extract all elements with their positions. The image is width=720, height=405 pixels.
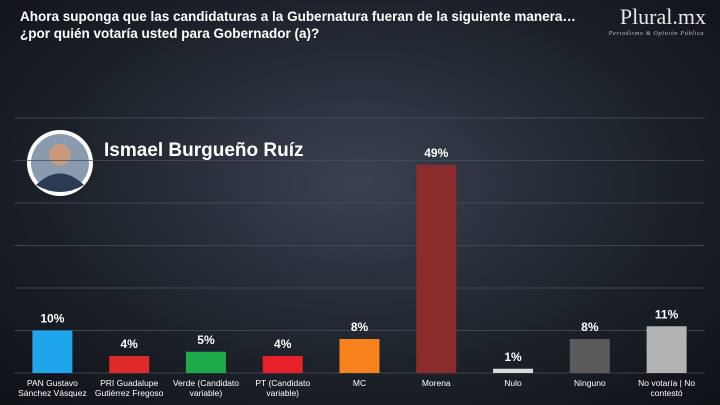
bar bbox=[493, 368, 534, 373]
bar bbox=[32, 330, 73, 373]
x-tick-label: PRI Guadalupe Gutiérrez Fregoso bbox=[94, 378, 164, 398]
value-label: 10% bbox=[40, 312, 64, 326]
value-label: 8% bbox=[581, 320, 599, 334]
bar bbox=[569, 339, 610, 373]
bar bbox=[185, 351, 226, 373]
candidate-name: Ismael Burgueño Ruíz bbox=[104, 140, 304, 161]
logo-subtitle: Periodismo & Opinión Pública bbox=[608, 30, 704, 37]
x-tick-label: Ninguno bbox=[573, 378, 606, 388]
x-tick-label: Verde (Candidato variable) bbox=[172, 378, 240, 398]
x-tick-label: Nulo bbox=[504, 378, 522, 388]
bar bbox=[339, 339, 380, 373]
value-label: 4% bbox=[274, 337, 292, 351]
bar bbox=[416, 164, 457, 373]
title: Ahora suponga que las candidaturas a la … bbox=[20, 9, 576, 41]
photo-body bbox=[36, 173, 84, 192]
value-label: 49% bbox=[424, 146, 448, 160]
photo-face bbox=[49, 144, 71, 166]
x-tick-label: Morena bbox=[421, 378, 451, 388]
bar bbox=[646, 326, 687, 373]
value-label: 8% bbox=[351, 320, 369, 334]
value-label: 4% bbox=[120, 337, 138, 351]
logo: Plural.mx bbox=[619, 4, 706, 29]
x-tick-label: PAN Gustavo Sánchez Vásquez bbox=[18, 378, 87, 398]
x-tick-label: MC bbox=[352, 378, 367, 388]
bar bbox=[109, 356, 150, 373]
bar bbox=[262, 356, 303, 373]
x-tick-label: PT (Candidato variable) bbox=[255, 378, 311, 398]
value-label: 11% bbox=[655, 307, 679, 321]
x-tick-label: No votaría | No contestó bbox=[638, 378, 696, 398]
value-label: 5% bbox=[197, 333, 215, 347]
value-label: 1% bbox=[504, 350, 522, 364]
